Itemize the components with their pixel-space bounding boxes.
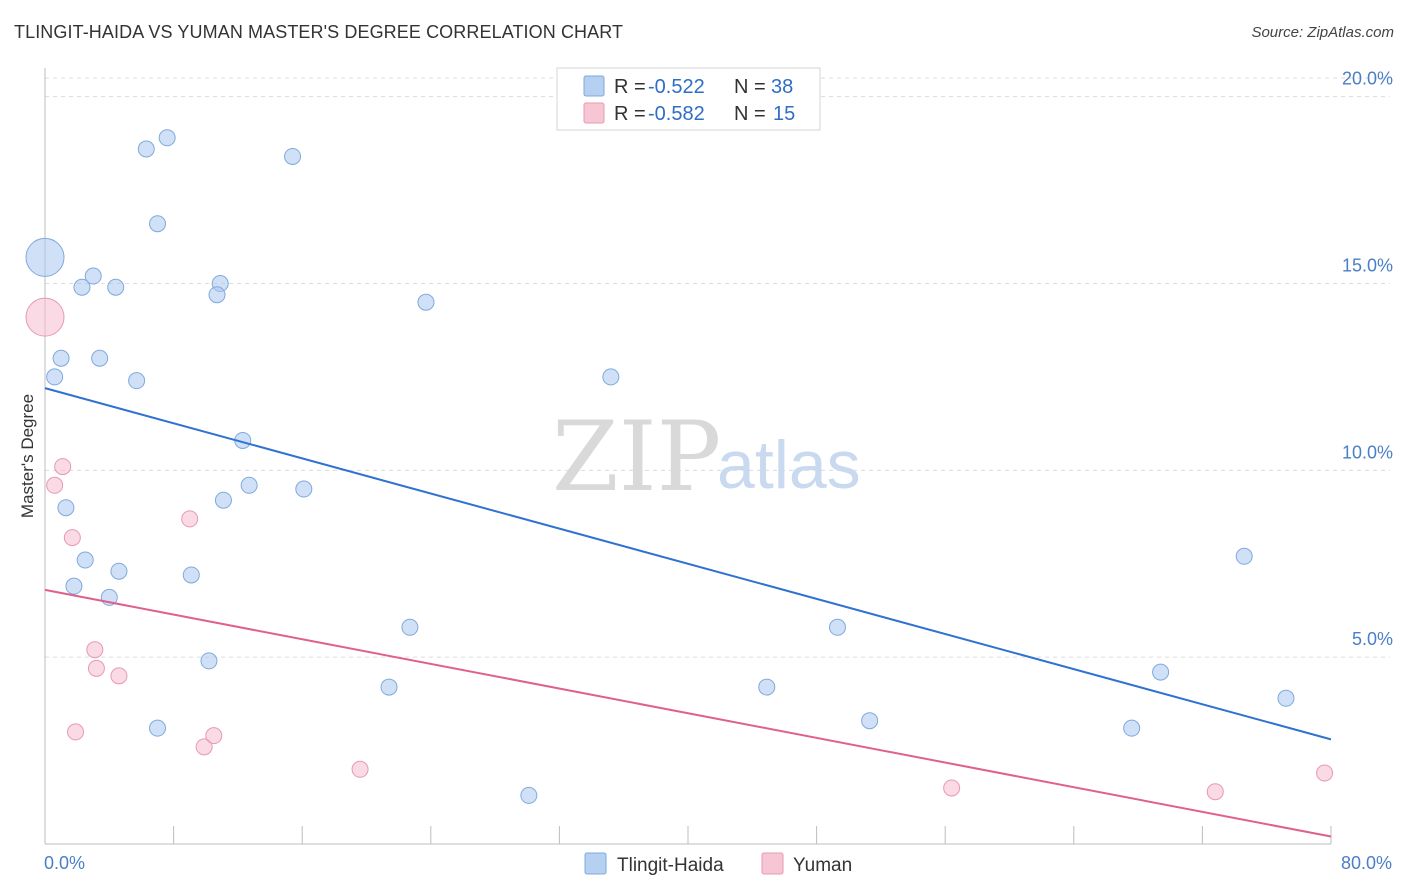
point-yuman (181, 510, 199, 528)
series-legend-swatch-yuman (761, 852, 784, 875)
legend-r-label: R = (614, 76, 646, 98)
point-yuman (54, 458, 72, 476)
legend-swatch-tlingit-haida (583, 75, 605, 97)
y-axis-title: Master's Degree (18, 394, 37, 518)
point-tlingit-haida (401, 618, 419, 636)
data-points (25, 129, 1334, 804)
legend-n-value: 38 (771, 76, 793, 98)
point-tlingit-haida (284, 147, 302, 165)
point-tlingit-haida (602, 368, 620, 386)
point-tlingit-haida (84, 267, 102, 285)
watermark-atlas: atlas (717, 427, 861, 503)
point-tlingit-haida (200, 652, 218, 670)
point-tlingit-haida (76, 551, 94, 569)
point-yuman (67, 723, 85, 741)
point-tlingit-haida (91, 349, 109, 367)
y-tick-label: 15.0% (1342, 256, 1393, 276)
point-yuman (87, 659, 105, 677)
axes (44, 68, 1332, 845)
point-tlingit-haida (295, 480, 313, 498)
point-tlingit-haida (208, 286, 226, 304)
point-yuman (63, 529, 81, 547)
point-tlingit-haida (240, 476, 258, 494)
series-legend-label-yuman: Yuman (793, 855, 852, 876)
x-tick-label: 80.0% (1341, 853, 1392, 873)
grid-lines (45, 77, 1390, 658)
legend-n-label: N = (734, 103, 766, 125)
y-tick-label: 10.0% (1342, 442, 1393, 462)
point-tlingit-haida (128, 372, 146, 390)
point-yuman (110, 667, 128, 685)
point-tlingit-haida (1123, 719, 1141, 737)
tick-labels: 5.0% 10.0% 15.0% 20.0% 0.0% 80.0% (44, 69, 1393, 873)
point-tlingit-haida (380, 678, 398, 696)
series-legend-swatch-tlingit-haida (584, 852, 607, 875)
trend-line-tlingit-haida (44, 387, 1332, 741)
trend-lines (44, 387, 1332, 838)
point-tlingit-haida (214, 491, 232, 509)
point-tlingit-haida (158, 129, 176, 147)
point-tlingit-haida (1277, 689, 1295, 707)
series-legend-label-tlingit-haida: Tlingit-Haida (617, 855, 724, 876)
legend-r-value: -0.582 (648, 103, 705, 125)
point-tlingit-haida (520, 786, 538, 804)
point-tlingit-haida (417, 293, 435, 311)
point-yuman (195, 738, 213, 756)
point-tlingit-haida (25, 237, 65, 277)
point-tlingit-haida (110, 562, 128, 580)
series-legend: Tlingit-Haida Yuman (584, 852, 852, 876)
y-tick-label: 20.0% (1342, 69, 1393, 89)
legend-n-label: N = (734, 76, 766, 98)
point-tlingit-haida (149, 215, 167, 233)
source-credit: Source: ZipAtlas.com (1251, 24, 1394, 41)
point-tlingit-haida (758, 678, 776, 696)
point-tlingit-haida (861, 712, 879, 730)
point-yuman (205, 727, 223, 745)
point-yuman (1206, 783, 1224, 801)
point-tlingit-haida (107, 278, 125, 296)
trend-line-yuman (44, 588, 1332, 838)
y-tick-label: 5.0% (1352, 629, 1393, 649)
legend-r-label: R = (614, 103, 646, 125)
point-yuman (351, 760, 369, 778)
point-tlingit-haida (182, 566, 200, 584)
point-yuman (1316, 764, 1334, 782)
point-tlingit-haida (828, 618, 846, 636)
point-tlingit-haida (65, 577, 83, 595)
point-tlingit-haida (73, 278, 91, 296)
point-yuman (86, 641, 104, 659)
point-tlingit-haida (46, 368, 64, 386)
legend-n-value: 15 (773, 103, 795, 125)
point-yuman (943, 779, 961, 797)
watermark: ZIP atlas (552, 401, 861, 513)
legend-swatch-yuman (583, 102, 605, 124)
point-tlingit-haida (1152, 663, 1170, 681)
watermark-zip: ZIP (552, 401, 721, 513)
legend-r-value: -0.522 (648, 76, 705, 98)
stats-legend: R = -0.522 N = 38 R = -0.582 N = 15 (556, 67, 821, 131)
x-tick-label: 0.0% (44, 853, 85, 873)
chart-title: TLINGIT-HAIDA VS YUMAN MASTER'S DEGREE C… (14, 22, 624, 42)
point-tlingit-haida (57, 499, 75, 517)
point-tlingit-haida (149, 719, 167, 737)
point-tlingit-haida (137, 140, 155, 158)
point-tlingit-haida (1235, 547, 1253, 565)
point-yuman (46, 476, 64, 494)
point-yuman (25, 297, 65, 337)
point-tlingit-haida (52, 349, 70, 367)
